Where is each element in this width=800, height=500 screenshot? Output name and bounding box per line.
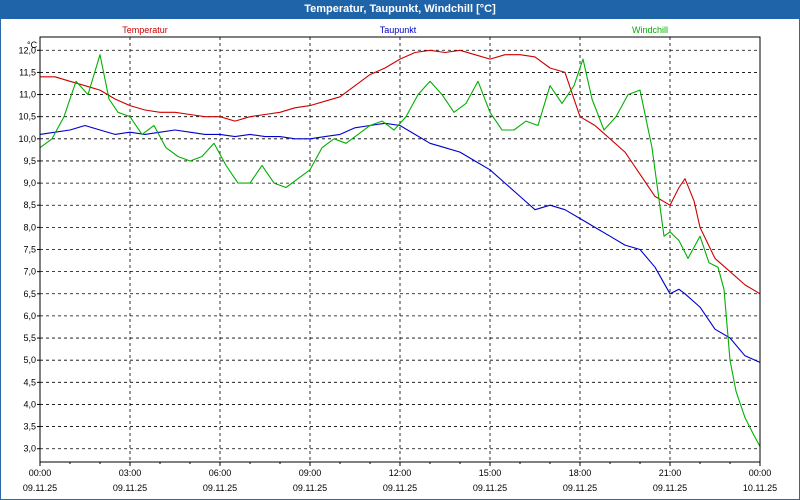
x-tick-time: 21:00 <box>659 468 682 478</box>
x-tick-date: 09.11.25 <box>383 483 417 493</box>
legend-windchill: Windchill <box>632 25 668 35</box>
plot-border <box>39 36 761 463</box>
x-tick-date: 09.11.25 <box>203 483 237 493</box>
y-tick-label: 3,0 <box>23 444 36 454</box>
x-tick-date: 09.11.25 <box>653 483 687 493</box>
y-tick-label: 5,0 <box>23 355 36 365</box>
x-tick-time: 09:00 <box>299 468 322 478</box>
y-tick-label: 6,0 <box>23 311 36 321</box>
x-tick-time: 12:00 <box>389 468 412 478</box>
y-tick-label: 9,5 <box>23 156 36 166</box>
x-tick-time: 18:00 <box>569 468 592 478</box>
y-tick-label: 9,0 <box>23 178 36 188</box>
axis-layer <box>37 36 761 466</box>
x-tick-date: 09.11.25 <box>563 483 597 493</box>
y-tick-label: 12,0 <box>18 45 36 55</box>
y-tick-label: 5,5 <box>23 333 36 343</box>
x-tick-date: 09.11.25 <box>23 483 57 493</box>
y-tick-label: 11,5 <box>19 67 36 77</box>
y-tick-label: 3,5 <box>23 422 36 432</box>
series-layer <box>39 49 761 447</box>
y-tick-label: 7,0 <box>23 267 36 277</box>
series-line-taupunkt <box>39 122 761 363</box>
y-tick-label: 6,5 <box>23 289 36 299</box>
x-tick-date: 09.11.25 <box>473 483 507 493</box>
x-tick-time: 00:00 <box>29 468 52 478</box>
y-tick-label: 4,5 <box>23 377 36 387</box>
y-axis-label: °C <box>27 40 38 50</box>
x-tick-time: 06:00 <box>209 468 232 478</box>
chart-title: Temperatur, Taupunkt, Windchill [°C] <box>0 0 800 19</box>
y-tick-label: 8,5 <box>23 200 36 210</box>
legend-temperatur: Temperatur <box>122 25 168 35</box>
legend-taupunkt: Taupunkt <box>380 25 417 35</box>
grid-layer <box>39 37 761 462</box>
x-tick-time: 00:00 <box>749 468 772 478</box>
y-tick-label: 11,0 <box>19 90 36 100</box>
label-layer: 3,0 3,5 4,0 4,5 5,0 5,5 6,0 6,5 7,0 7,5 8,0 8,5 9,0 9… <box>18 25 777 493</box>
series-line-windchill <box>39 54 761 447</box>
x-tick-time: 15:00 <box>479 468 502 478</box>
y-tick-label: 4,0 <box>23 399 36 409</box>
y-tick-label: 10,5 <box>18 112 36 122</box>
x-tick-date: 09.11.25 <box>113 483 147 493</box>
x-tick-date: 09.11.25 <box>293 483 327 493</box>
series-line-temperatur <box>40 49 761 295</box>
x-tick-date: 10.11.25 <box>743 483 777 493</box>
x-tick-time: 03:00 <box>119 468 142 478</box>
y-tick-label: 7,5 <box>23 245 36 255</box>
y-tick-label: 8,0 <box>23 222 36 232</box>
y-tick-label: 10,0 <box>18 134 36 144</box>
